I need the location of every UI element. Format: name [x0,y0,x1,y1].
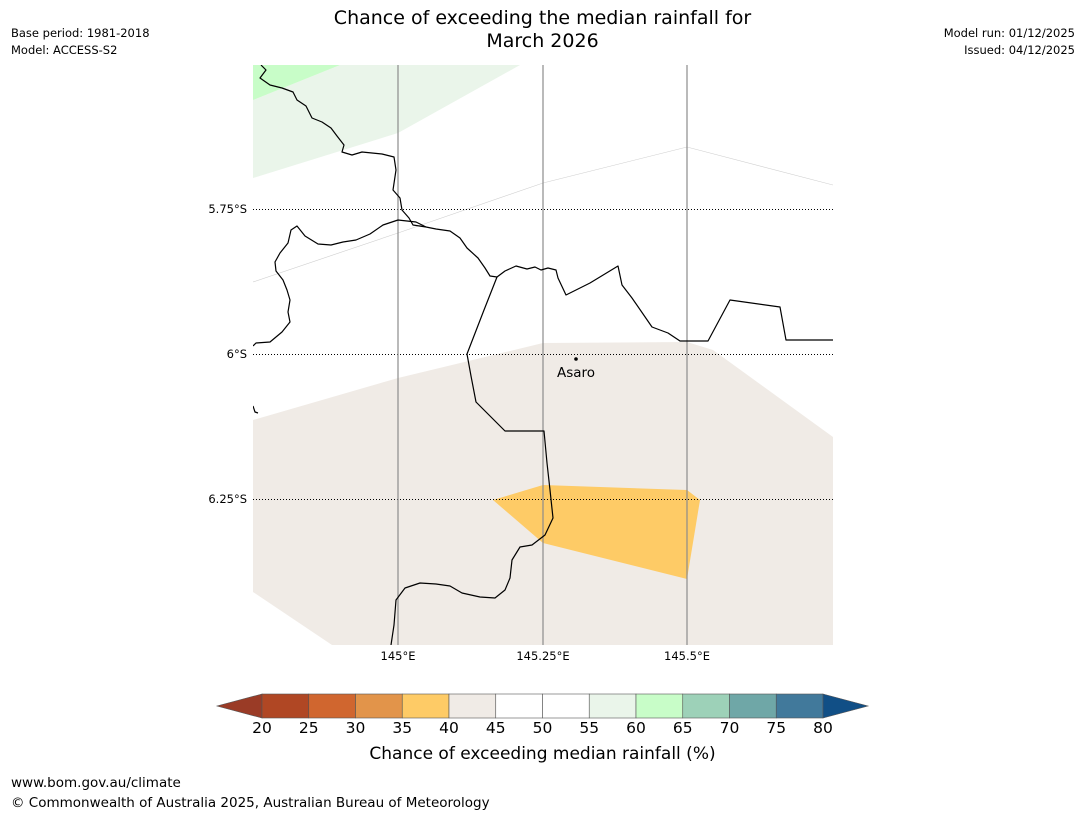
colorbar-tick-70: 70 [719,719,740,737]
model-run-text: Model run: 01/12/2025 [943,26,1075,40]
shade-35-40 [493,485,700,579]
colorbar-bin-60-65 [635,693,684,719]
model-text: Model: ACCESS-S2 [11,43,118,57]
colorbar-bin-50-55 [542,693,590,719]
colorbar-bin-40-45 [448,693,497,719]
chart-title: Chance of exceeding the median rainfall … [0,7,1085,53]
colorbar-tick-60: 60 [626,719,646,737]
shade-60-65 [253,65,340,100]
colorbar-bin-75-80 [775,693,824,719]
border-west-loop [253,219,427,347]
colorbar-bin-20-25 [261,693,310,719]
border-north [259,65,833,342]
lon-label-145-5: 145.5°E [664,649,710,663]
colorbar-bin-55-60 [588,693,637,719]
footer-url[interactable]: www.bom.gov.au/climate [11,775,181,791]
colorbar-bin-70-75 [729,693,777,719]
lon-label-145: 145°E [380,649,416,663]
lat-label-5-75: 5.75°S [208,202,247,216]
colorbar-tick-25: 25 [298,719,319,737]
colorbar-tick-75: 75 [766,719,787,737]
colorbar-bin-35-40 [401,693,450,719]
meta-right: Model run: 01/12/2025 Issued: 04/12/2025 [944,25,1075,59]
title-line-1: Chance of exceeding the median rainfall … [333,7,752,29]
colorbar-under-arrow [215,693,263,719]
lon-label-145-25: 145.25°E [516,649,570,663]
colorbar-tick-45: 45 [485,719,506,737]
colorbar-tick-35: 35 [392,719,413,737]
map-area [253,65,833,645]
border-middle [390,276,554,645]
colorbar-tick-30: 30 [345,719,366,737]
colorbar-bin-45-50 [495,693,543,719]
lat-label-6: 6°S [226,347,247,361]
border-sw-tick [253,405,259,414]
lat-label-6-25: 6.25°S [208,492,247,506]
meta-left: Base period: 1981-2018 Model: ACCESS-S2 [11,25,150,59]
footer-copyright: © Commonwealth of Australia 2025, Austra… [11,795,490,811]
title-line-2: March 2026 [486,30,599,52]
colorbar-over-arrow [822,693,870,719]
shade-55-60 [253,65,520,178]
colorbar-tick-40: 40 [439,719,459,737]
base-period-text: Base period: 1981-2018 [11,26,150,40]
town-marker-asaro [574,357,578,361]
colorbar-title: Chance of exceeding median rainfall (%) [369,744,716,764]
town-label-asaro: Asaro [557,365,596,381]
colorbar-bin-65-70 [682,693,730,719]
colorbar-tick-65: 65 [672,719,693,737]
province-borders [253,65,833,645]
colorbar-tick-20: 20 [252,719,272,737]
colorbar-bin-30-35 [355,693,403,719]
issued-text: Issued: 04/12/2025 [964,43,1075,57]
colorbar-tick-55: 55 [579,719,600,737]
colorbar-tick-80: 80 [813,719,833,737]
colorbar-bin-25-30 [308,693,356,719]
colorbar-tick-50: 50 [532,719,553,737]
